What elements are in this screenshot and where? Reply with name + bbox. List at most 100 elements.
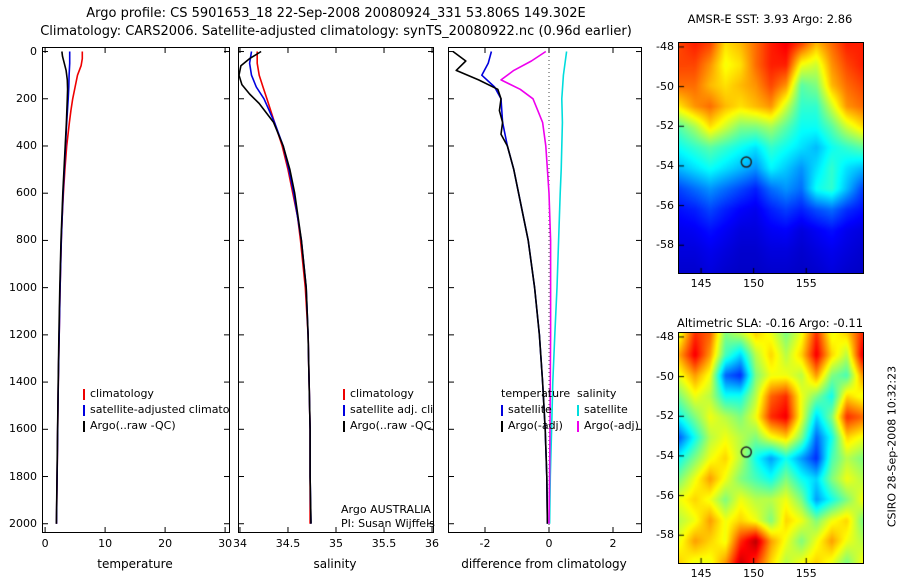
legend-item-climatology: climatology — [343, 386, 433, 402]
sst-map-canvas — [679, 43, 863, 273]
sla-map-panel: 145 150 155 -48 -50 -52 -54 -56 -58 — [656, 330, 864, 580]
legend-item-argo: Argo(..raw -QC) — [83, 418, 229, 434]
csiro-timestamp-watermark: CSIRO 28-Sep-2008 10:32:23 — [885, 365, 899, 528]
sst-map-panel: 145 150 155 -48 -50 -52 -54 -56 -58 — [656, 40, 864, 290]
difference-legend-temperature: temperature satellite Argo(-adj) — [501, 386, 575, 434]
tick-label: 35 — [329, 537, 343, 550]
tick-label: 155 — [795, 277, 817, 290]
series-climatology — [256, 51, 311, 524]
tick-label: -56 — [656, 198, 674, 212]
legend-item-argo: Argo(..raw -QC) — [343, 418, 433, 434]
salinity-legend: climatology satellite adj. clim. Argo(..… — [343, 386, 433, 434]
tick-label: 2 — [609, 537, 617, 550]
figure-title-line1: Argo profile: CS 5901653_18 22-Sep-2008 … — [86, 6, 586, 21]
legend-label: Argo(-adj) — [584, 419, 639, 432]
salinity-axis-label: salinity — [313, 557, 357, 571]
legend-item-temp-satellite: satellite — [501, 402, 575, 418]
sla-map-canvas — [679, 333, 863, 563]
tick-label: -52 — [656, 119, 674, 133]
tick-label: 145 — [690, 277, 712, 290]
satellite-climatology-line-swatch — [83, 404, 85, 416]
principal-investigator: PI: Susan Wijffels — [341, 517, 435, 530]
legend-item-satellite-climatology: satellite adj. clim. — [343, 402, 433, 418]
legend-item-satellite-climatology: satellite-adjusted climatology — [83, 402, 229, 418]
legend-label: Argo(-adj) — [508, 419, 563, 432]
tick-label: -48 — [656, 329, 674, 343]
climatology-line-swatch — [343, 388, 345, 400]
tick-label: 0 — [30, 44, 37, 58]
legend-label: satellite-adjusted climatology — [90, 403, 229, 416]
tick-label: 600 — [16, 186, 37, 200]
tick-label: -54 — [656, 448, 674, 462]
tick-label: -54 — [656, 158, 674, 172]
tick-label: 20 — [158, 537, 173, 550]
difference-legend-salinity: salinity satellite Argo(-adj) — [577, 386, 641, 434]
tick-label: 34 — [232, 537, 247, 550]
legend-header-temperature: temperature — [501, 387, 571, 400]
tick-label: 0 — [545, 537, 553, 550]
sst-map-title: AMSR-E SST: 3.93 Argo: 2.86 — [687, 12, 853, 26]
tick-label: -56 — [656, 488, 674, 502]
tick-label: 145 — [690, 567, 712, 580]
argo-line-swatch — [343, 420, 345, 432]
tick-label: 35.5 — [371, 537, 397, 550]
temp-satellite-line-swatch — [501, 404, 503, 416]
figure-title-line2: Climatology: CARS2006. Satellite-adjuste… — [40, 24, 632, 39]
legend-label: climatology — [350, 387, 414, 400]
salinity-plot — [239, 48, 433, 532]
tick-label: 36 — [425, 537, 440, 550]
temperature-profile-panel: climatology satellite-adjusted climatolo… — [9, 45, 232, 550]
tick-label: 400 — [16, 138, 37, 152]
tick-label: 800 — [16, 233, 37, 247]
series-temperature-satellite — [480, 51, 549, 524]
series-satellite-adj-clim- — [248, 51, 312, 524]
series-argo-raw-qc- — [55, 51, 69, 524]
legend-header-salinity: salinity — [577, 387, 617, 400]
series-salinity-argo-adj- — [500, 50, 552, 524]
tick-label: 10 — [98, 537, 113, 550]
tick-label: 150 — [743, 277, 765, 290]
climatology-line-swatch — [83, 388, 85, 400]
salinity-profile-panel: climatology satellite adj. clim. Argo(..… — [233, 47, 439, 550]
difference-panel: temperature satellite Argo(-adj) salinit… — [448, 47, 642, 550]
tick-label: 30 — [218, 537, 233, 550]
tick-label: 1400 — [9, 375, 37, 389]
tick-label: 1200 — [9, 327, 37, 341]
legend-item-sal-argo: Argo(-adj) — [577, 418, 641, 434]
argo-line-swatch — [83, 420, 85, 432]
tick-label: 200 — [16, 91, 37, 105]
temperature-axis-label: temperature — [97, 557, 173, 571]
tick-label: -50 — [656, 369, 674, 383]
sal-satellite-line-swatch — [577, 404, 579, 416]
program-name: Argo AUSTRALIA — [341, 503, 431, 516]
series-temperature-argo-adj- — [452, 50, 549, 524]
tick-label: -52 — [656, 409, 674, 423]
tick-label: -58 — [656, 238, 674, 252]
legend-label: Argo(..raw -QC) — [90, 419, 176, 432]
legend-item-temp-argo: Argo(-adj) — [501, 418, 575, 434]
series-argo-raw-qc- — [239, 50, 312, 524]
difference-plot — [449, 48, 641, 532]
tick-label: 0 — [41, 537, 49, 550]
tick-label: 155 — [795, 567, 817, 580]
legend-label: satellite adj. clim. — [350, 403, 433, 416]
tick-label: 1600 — [9, 422, 37, 436]
satellite-climatology-line-swatch — [343, 404, 345, 416]
difference-axis-label: difference from climatology — [461, 557, 627, 571]
sal-argo-line-swatch — [577, 420, 579, 432]
tick-label: 34.5 — [275, 537, 301, 550]
tick-label: 150 — [743, 567, 765, 580]
legend-item-sal-satellite: satellite — [577, 402, 641, 418]
tick-label: -48 — [656, 39, 674, 53]
tick-label: 2000 — [9, 516, 37, 530]
series-salinity-satellite — [548, 51, 568, 524]
tick-label: -2 — [479, 537, 491, 550]
temperature-legend: climatology satellite-adjusted climatolo… — [83, 386, 229, 434]
tick-label: -50 — [656, 79, 674, 93]
series-satellite-adjusted-climatology — [55, 51, 71, 524]
legend-label: satellite — [584, 403, 628, 416]
tick-label: 1800 — [9, 469, 37, 483]
temperature-plot — [43, 48, 229, 532]
legend-label: climatology — [90, 387, 154, 400]
